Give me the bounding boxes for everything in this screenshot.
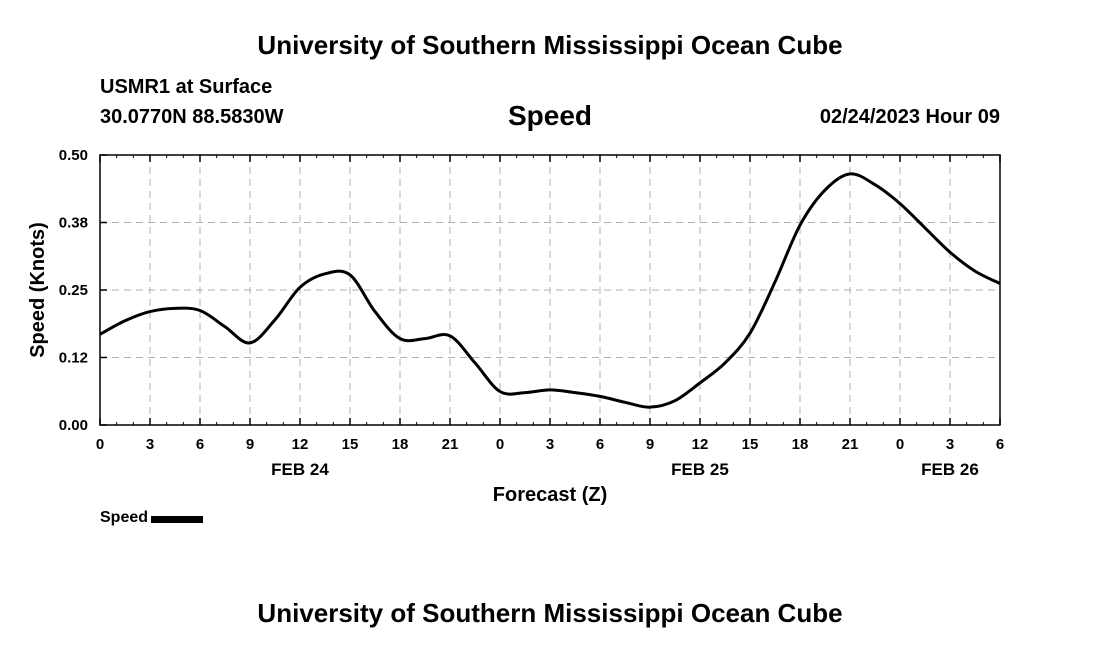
legend-label: Speed <box>100 509 149 526</box>
x-tick-label: 12 <box>692 436 709 453</box>
y-tick-label: 0.12 <box>59 350 88 367</box>
x-tick-label: 3 <box>546 436 554 453</box>
x-tick-label: 9 <box>246 436 254 453</box>
y-tick-label: 0.00 <box>59 417 88 434</box>
x-tick-label: 0 <box>96 436 104 453</box>
plot-frame <box>99 154 1001 426</box>
x-tick-label: 18 <box>792 436 809 453</box>
x-tick-label: 18 <box>392 436 409 453</box>
date-label: FEB 26 <box>921 460 979 479</box>
series-line-speed <box>99 172 1001 409</box>
grid-lines <box>100 155 1000 425</box>
station-label: USMR1 at Surface <box>100 76 273 98</box>
forecast-datetime: 02/24/2023 Hour 09 <box>819 106 1000 128</box>
y-tick-label: 0.50 <box>59 147 88 164</box>
x-tick-label: 6 <box>196 436 204 453</box>
series-layer <box>99 172 1001 409</box>
x-tick-label: 21 <box>442 436 459 453</box>
date-label: FEB 25 <box>671 460 729 479</box>
date-label: FEB 24 <box>271 460 329 479</box>
x-tick-label: 0 <box>896 436 904 453</box>
chart-title: Speed <box>507 100 593 131</box>
x-tick-label: 15 <box>742 436 759 453</box>
page-title: University of Southern Mississippi Ocean… <box>257 30 843 60</box>
x-tick-label: 6 <box>596 436 604 453</box>
x-tick-label: 3 <box>946 436 954 453</box>
x-tick-label: 12 <box>292 436 309 453</box>
axis-ticks <box>99 154 1001 426</box>
y-tick-label: 0.25 <box>59 282 88 299</box>
legend: Speed <box>100 509 204 527</box>
tick-labels: 0 3 6 9 12 15 18 21 0 3 6 9 12 15 18 21 0 3 6 0.00 0.12 0.25 0… <box>59 147 1004 479</box>
legend-swatch-speed <box>151 516 204 523</box>
x-tick-label: 6 <box>996 436 1004 453</box>
x-tick-label: 15 <box>342 436 359 453</box>
station-coordinates: 30.0770N 88.5830W <box>100 106 284 128</box>
footer-title: University of Southern Mississippi Ocean… <box>257 598 843 628</box>
y-axis-label: Speed (Knots) <box>27 222 49 358</box>
x-tick-label: 9 <box>646 436 654 453</box>
x-tick-label: 0 <box>496 436 504 453</box>
x-tick-label: 21 <box>842 436 859 453</box>
y-tick-label: 0.38 <box>59 215 88 232</box>
x-axis-label: Forecast (Z) <box>493 484 607 506</box>
x-tick-label: 3 <box>146 436 154 453</box>
